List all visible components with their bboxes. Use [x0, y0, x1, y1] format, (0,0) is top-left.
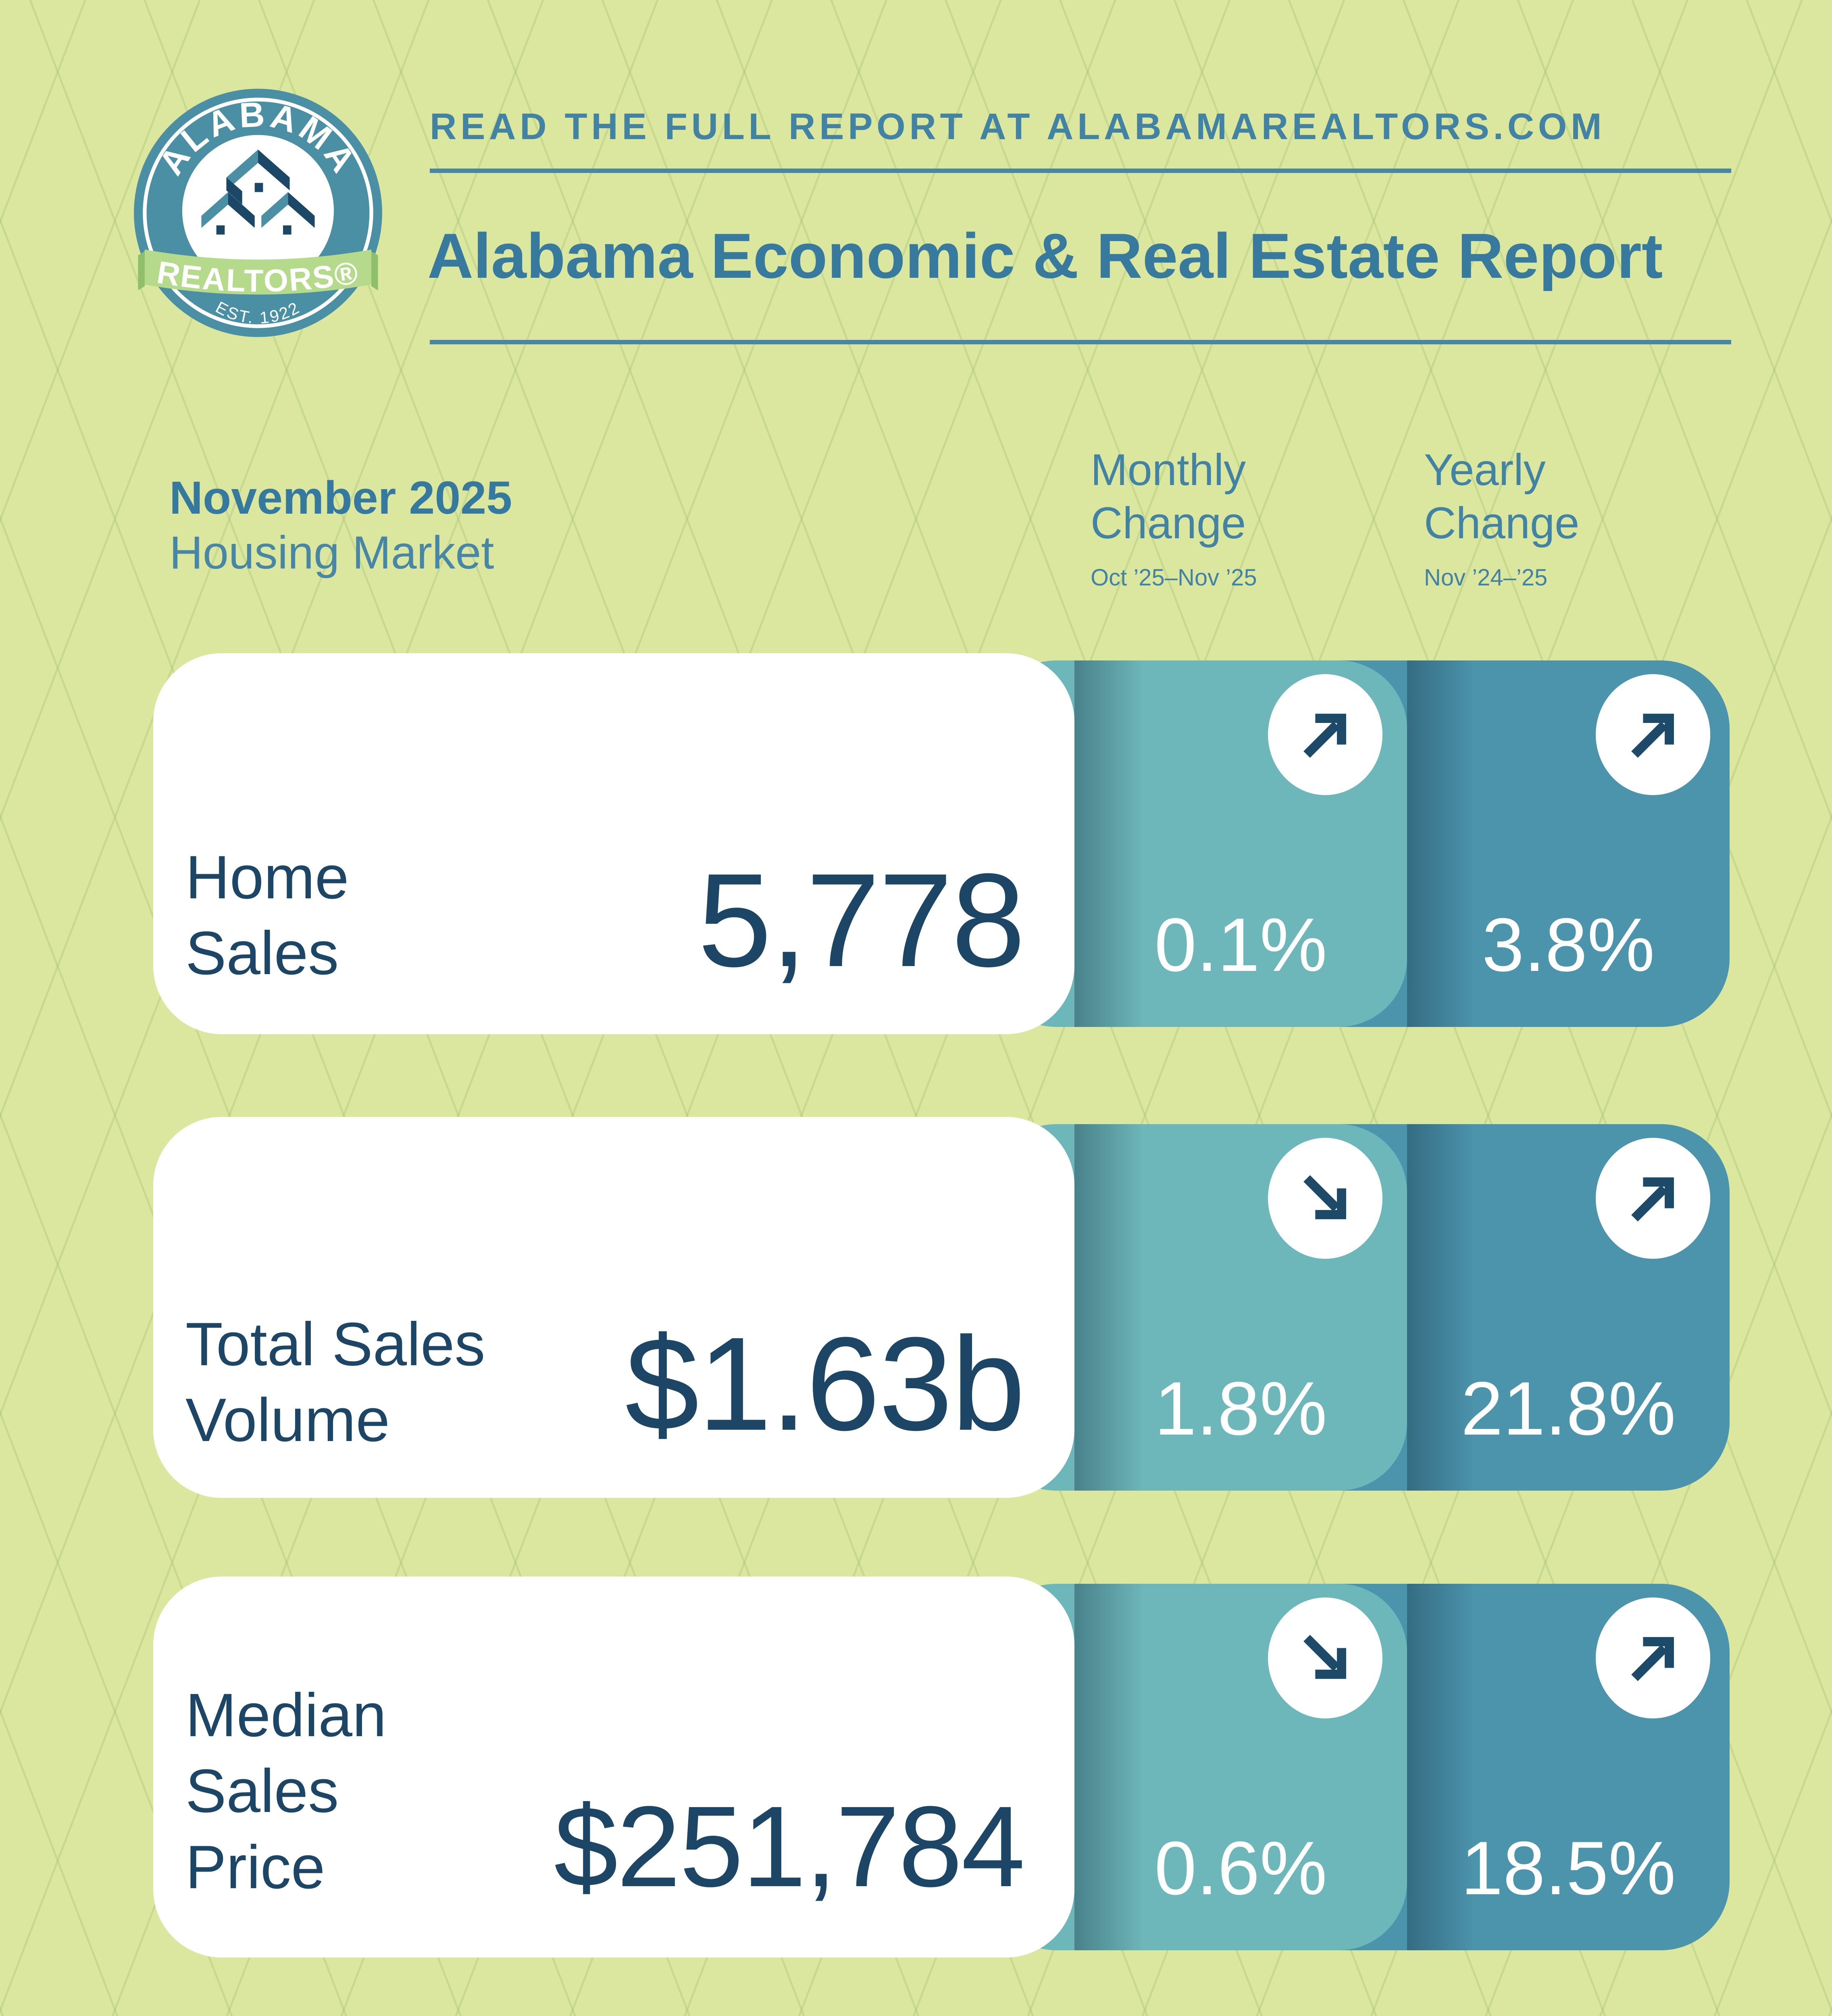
metric-label-line: Total Sales — [185, 1310, 485, 1379]
yearly-change-value: 3.8% — [1482, 902, 1655, 987]
monthly-label-line2: Change — [1091, 498, 1246, 548]
monthly-trend-arrow-icon — [1268, 1138, 1382, 1259]
metric-value: 5,778 — [697, 846, 1026, 994]
metric-value: $251,784 — [554, 1783, 1025, 1911]
monthly-change-value: 0.6% — [1154, 1826, 1327, 1910]
panel-seam-shadow — [1407, 660, 1476, 1027]
alabama-realtors-logo: ALABAMA REALTORS® EST. 1922 — [134, 89, 382, 337]
yearly-change-value: 18.5% — [1461, 1826, 1676, 1910]
metric-card — [153, 1577, 1074, 1958]
metric-label-line: Median — [185, 1681, 387, 1749]
header-divider-top — [430, 169, 1731, 173]
monthly-change-value: 1.8% — [1154, 1366, 1327, 1451]
page-title: Alabama Economic & Real Estate Report — [427, 221, 1663, 292]
metric-label: Home Sales — [185, 839, 349, 991]
yearly-trend-arrow-icon — [1596, 1597, 1710, 1718]
monthly-label-line1: Monthly — [1091, 445, 1246, 495]
yearly-label-line1: Yearly — [1424, 445, 1546, 495]
yearly-trend-arrow-icon — [1596, 674, 1710, 795]
metric-label-line: Home — [185, 843, 349, 912]
metric-card — [153, 653, 1074, 1034]
panel-seam-shadow — [1074, 1584, 1143, 1950]
panel-seam-shadow — [1074, 1124, 1143, 1491]
monthly-trend-arrow-icon — [1268, 1597, 1382, 1718]
metric-card — [153, 1117, 1074, 1498]
period-subtitle: Housing Market — [169, 527, 494, 579]
metric-label-line: Sales — [185, 1757, 339, 1826]
metric-label-line: Price — [185, 1833, 325, 1901]
panel-seam-shadow — [1407, 1584, 1476, 1950]
logo-banner: REALTORS® — [138, 249, 378, 299]
panel-seam-shadow — [1074, 660, 1143, 1027]
metric-row-home-sales: Home Sales 5,778 0.1% 3.8% — [0, 653, 1832, 1034]
period-block: November 2025 Housing Market — [169, 471, 512, 580]
yearly-label-line2: Change — [1424, 498, 1580, 548]
metric-row-total-sales-volume: Total Sales Volume $1.63b 1.8% 21.8% — [0, 1117, 1832, 1498]
monthly-trend-arrow-icon — [1268, 674, 1382, 795]
monthly-change-value: 0.1% — [1154, 902, 1327, 987]
metric-label-line: Sales — [185, 919, 339, 988]
header-divider-bottom — [430, 340, 1731, 344]
column-header-monthly: Monthly Change Oct ’25–Nov ’25 — [1091, 444, 1257, 592]
metric-value: $1.63b — [625, 1309, 1025, 1458]
monthly-range: Oct ’25–Nov ’25 — [1091, 564, 1257, 591]
column-header-yearly: Yearly Change Nov ’24–’25 — [1424, 444, 1579, 592]
metric-row-median-sales-price: Median Sales Price $251,784 0.6% 18.5% — [0, 1577, 1832, 1958]
report-tagline: READ THE FULL REPORT AT ALABAMAREALTORS.… — [430, 106, 1606, 147]
yearly-trend-arrow-icon — [1596, 1138, 1710, 1259]
yearly-change-value: 21.8% — [1461, 1366, 1676, 1451]
period-title: November 2025 — [169, 472, 512, 524]
panel-seam-shadow — [1407, 1124, 1476, 1491]
metric-label-line: Volume — [185, 1386, 390, 1455]
metric-label: Median Sales Price — [185, 1677, 387, 1905]
metric-label: Total Sales Volume — [185, 1306, 485, 1458]
yearly-range: Nov ’24–’25 — [1424, 564, 1548, 591]
houses-icon — [201, 149, 315, 235]
